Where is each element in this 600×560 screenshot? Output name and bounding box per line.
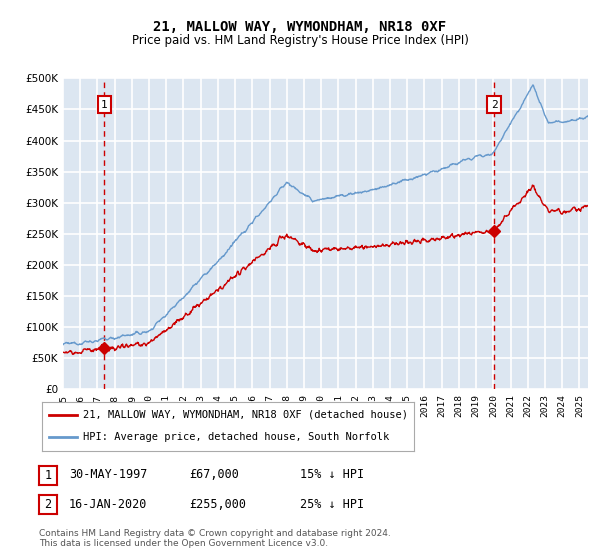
Text: 21, MALLOW WAY, WYMONDHAM, NR18 0XF (detached house): 21, MALLOW WAY, WYMONDHAM, NR18 0XF (det…	[83, 410, 408, 420]
Text: 30-MAY-1997: 30-MAY-1997	[69, 468, 148, 482]
Text: 21, MALLOW WAY, WYMONDHAM, NR18 0XF: 21, MALLOW WAY, WYMONDHAM, NR18 0XF	[154, 20, 446, 34]
Text: Contains HM Land Registry data © Crown copyright and database right 2024.
This d: Contains HM Land Registry data © Crown c…	[39, 529, 391, 548]
Text: 1: 1	[44, 469, 52, 482]
Text: 16-JAN-2020: 16-JAN-2020	[69, 497, 148, 511]
Text: 2: 2	[44, 498, 52, 511]
Text: HPI: Average price, detached house, South Norfolk: HPI: Average price, detached house, Sout…	[83, 432, 389, 442]
Text: £67,000: £67,000	[189, 468, 239, 482]
Text: £255,000: £255,000	[189, 497, 246, 511]
Text: 15% ↓ HPI: 15% ↓ HPI	[300, 468, 364, 482]
Text: 2: 2	[491, 100, 497, 110]
Text: 1: 1	[101, 100, 108, 110]
Text: Price paid vs. HM Land Registry's House Price Index (HPI): Price paid vs. HM Land Registry's House …	[131, 34, 469, 46]
Text: 25% ↓ HPI: 25% ↓ HPI	[300, 497, 364, 511]
